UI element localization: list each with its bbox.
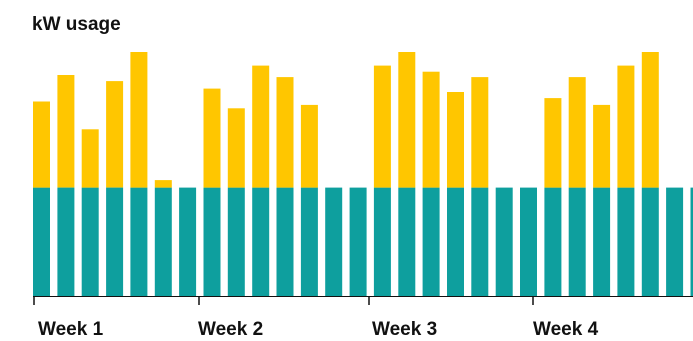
week-label: Week 4 [533,319,599,340]
peak-bar-W3D5 [471,77,489,188]
base-bar-W1D6 [154,187,172,296]
peak-bar-W1D3 [81,129,99,188]
peak-bar-W4D3 [593,104,611,188]
x-tick-labels: Week 1 Week 2 Week 3 Week 4 [38,319,599,340]
base-bar-W2D3 [252,187,270,296]
peak-bar-W4D2 [568,77,586,188]
base-bar-W4D3 [593,187,611,296]
base-bar-W2D7 [349,187,367,296]
peak-bar-W1D5 [130,52,148,188]
base-bar-W4D4 [617,187,635,296]
base-bar-W1D3 [81,187,99,296]
week-label: Week 1 [38,319,104,340]
base-bar-W1D7 [179,187,197,296]
peak-bar-W4D4 [617,65,635,188]
base-bar-W2D5 [300,187,318,296]
peak-bar-W1D2 [57,75,75,188]
base-bar-W3D4 [447,187,464,296]
base-bar-W4D6 [666,187,684,296]
peak-bar-W4D5 [641,52,659,188]
peak-bar-W1D1 [33,101,50,188]
base-bar-W2D2 [227,187,245,296]
base-bar-W3D7 [520,187,537,296]
base-bar-W3D2 [398,187,416,296]
peak-bar-W1D6 [154,180,172,188]
base-bar-W1D2 [57,187,75,296]
peak-bar-W3D2 [398,52,416,188]
week-label: Week 2 [198,319,263,340]
base-bar-W1D4 [106,187,124,296]
base-bar-W2D1 [203,187,221,296]
base-bar-W3D3 [422,187,440,296]
peak-bar-W3D4 [447,92,464,188]
peak-bar-W4D1 [544,98,562,188]
peak-bar-W2D3 [252,65,270,188]
peak-bar-W3D3 [422,71,440,188]
peak-bar-W2D4 [276,77,294,188]
bar-group [33,52,693,296]
base-bar-W4D7 [690,187,693,296]
peak-bar-W3D1 [373,65,391,188]
base-bar-W3D5 [471,187,489,296]
base-bar-W2D4 [276,187,294,296]
base-bar-W1D5 [130,187,148,296]
base-bar-W4D1 [544,187,562,296]
peak-bar-W2D2 [227,108,245,188]
base-bar-W4D2 [568,187,586,296]
x-axis [33,296,693,305]
week-label: Week 3 [372,319,437,340]
base-bar-W2D6 [325,187,343,296]
base-bar-W3D6 [495,187,513,296]
base-bar-W1D1 [33,187,50,296]
peak-bar-W2D5 [300,104,318,188]
chart-title: kW usage [32,14,121,35]
base-bar-W4D5 [641,187,659,296]
peak-bar-W1D4 [106,81,124,188]
base-bar-W3D1 [373,187,391,296]
peak-bar-W2D1 [203,88,221,188]
